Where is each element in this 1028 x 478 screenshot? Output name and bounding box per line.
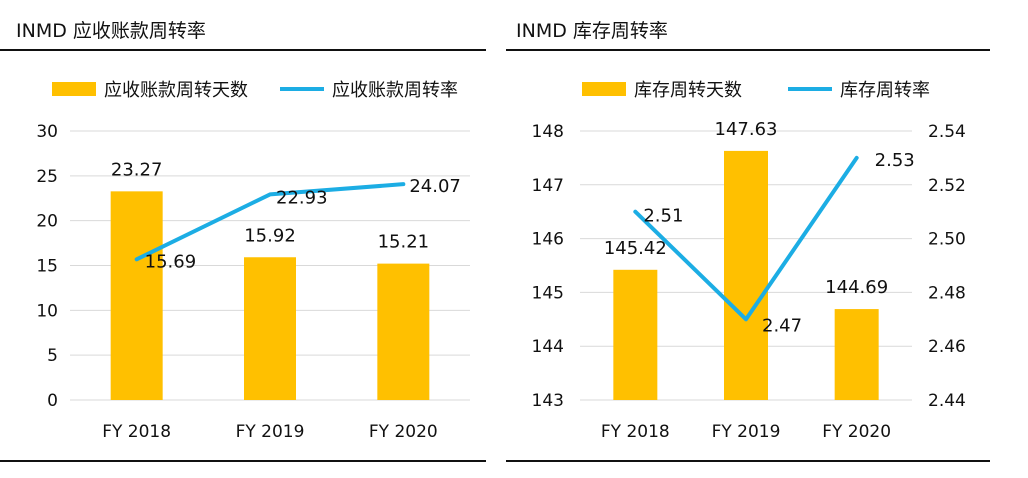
- y2-tick-label: 2.52: [928, 176, 966, 196]
- line-data-label: 2.53: [875, 150, 915, 171]
- y-tick-label: 15: [36, 257, 58, 277]
- bottom-divider: [0, 460, 486, 462]
- bar-data-label: 144.69: [825, 277, 888, 298]
- bar: [244, 257, 296, 400]
- x-tick-label: FY 2018: [601, 422, 670, 442]
- x-tick-label: FY 2020: [822, 422, 891, 442]
- y2-tick-label: 2.46: [928, 337, 966, 357]
- bar: [110, 191, 163, 400]
- x-tick-label: FY 2019: [712, 422, 781, 442]
- line-data-label: 2.51: [643, 206, 683, 227]
- legend-label: 库存周转率: [840, 80, 930, 101]
- bar-data-label: 145.42: [604, 238, 667, 259]
- y2-tick-label: 2.48: [928, 283, 966, 303]
- x-tick-label: FY 2020: [369, 422, 438, 442]
- bar: [377, 263, 430, 400]
- bar: [834, 309, 879, 400]
- line-data-label: 24.07: [409, 176, 461, 197]
- line-data-label: 22.93: [276, 187, 328, 208]
- chart-title: INMD 库存周转率: [516, 20, 668, 42]
- bar: [724, 150, 768, 400]
- bar-data-label: 15.21: [378, 232, 430, 253]
- legend-label: 应收账款周转天数: [104, 80, 248, 101]
- x-tick-label: FY 2019: [236, 422, 305, 442]
- legend-label: 库存周转天数: [634, 80, 742, 101]
- y-tick-label: 30: [36, 122, 58, 142]
- title-divider: [0, 49, 486, 51]
- receivables-chart: 0 5 10 15 20 25 30 FY 2018 FY 2019 FY 2020 应收账款周转天…: [36, 80, 470, 442]
- x-tick-label: FY 2018: [102, 422, 171, 442]
- series-line: [134, 182, 406, 262]
- chart-title: INMD 应收账款周转率: [16, 20, 206, 42]
- y-tick-label: 143: [532, 391, 564, 411]
- series-line: [633, 155, 859, 322]
- y-tick-label: 145: [532, 283, 564, 303]
- title-divider: [506, 49, 990, 51]
- bar-data-label: 147.63: [715, 119, 778, 140]
- y2-tick-label: 2.44: [928, 391, 966, 411]
- bar: [613, 269, 658, 400]
- y-tick-label: 5: [47, 346, 58, 366]
- receivables-chart-panel: INMD 应收账款周转率 0 5 10 15 20 25 30 FY 2018 FY 2019 F…: [0, 0, 500, 478]
- legend-label: 应收账款周转率: [332, 80, 458, 101]
- legend-swatch-bar: [582, 82, 626, 96]
- y-tick-label: 25: [36, 167, 58, 187]
- y-tick-label: 20: [36, 212, 58, 232]
- y-tick-label: 148: [532, 122, 564, 142]
- y-tick-label: 144: [532, 337, 564, 357]
- bottom-divider: [506, 460, 990, 462]
- inventory-chart-panel: INMD 库存周转率 143 144 145 146 147 148 2.44 2.46 2.4…: [500, 0, 1028, 478]
- y-tick-label: 10: [36, 301, 58, 321]
- y-tick-label: 146: [532, 230, 564, 250]
- bar-data-label: 15.92: [244, 225, 296, 246]
- line-data-label: 15.69: [145, 251, 197, 272]
- y-tick-label: 147: [532, 176, 564, 196]
- bar-data-label: 23.27: [111, 159, 163, 180]
- inventory-chart: 143 144 145 146 147 148 2.44 2.46 2.48 2.50 2.52 2.…: [532, 80, 966, 442]
- y-tick-label: 0: [47, 391, 58, 411]
- line-data-label: 2.47: [762, 315, 802, 336]
- y2-tick-label: 2.54: [928, 122, 966, 142]
- y2-tick-label: 2.50: [928, 230, 966, 250]
- legend-swatch-bar: [52, 82, 96, 96]
